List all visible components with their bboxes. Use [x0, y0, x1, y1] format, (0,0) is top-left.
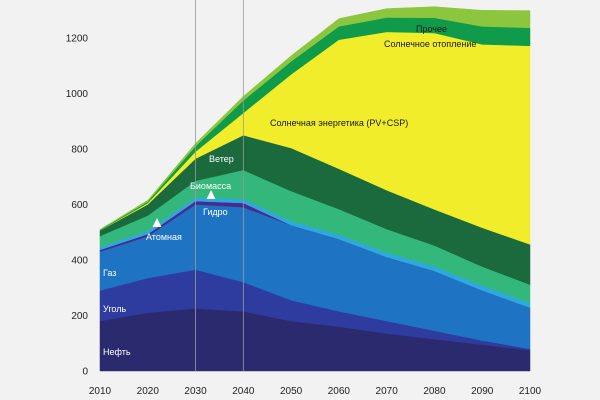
x-tick-label: 2010 — [89, 386, 112, 397]
x-tick-label: 2040 — [232, 386, 255, 397]
label-oil: Нефть — [103, 347, 131, 357]
nuclear-marker-icon — [152, 218, 162, 227]
label-biomass: Биомасса — [190, 181, 231, 191]
x-tick-label: 2020 — [137, 386, 160, 397]
label-solar-heat: Солнечное отопление — [384, 39, 476, 49]
y-tick-label: 600 — [71, 200, 88, 211]
x-tick-label: 2080 — [423, 386, 446, 397]
label-hydro: Гидро — [203, 207, 228, 217]
y-tick-label: 1200 — [66, 33, 89, 44]
x-axis-ticks: 2010 2020 2030 2040 2050 2060 2070 2080 2090 2100 — [89, 386, 542, 397]
label-gas: Газ — [103, 268, 116, 278]
x-tick-label: 2030 — [184, 386, 207, 397]
x-tick-label: 2060 — [328, 386, 351, 397]
series-labels: Нефть Уголь Газ Атомная Гидро Биомасса В… — [103, 24, 476, 357]
area-series-10 — [99, 6, 531, 231]
y-tick-label: 200 — [71, 311, 88, 322]
y-tick-label: 1000 — [66, 89, 89, 100]
grid-lines — [195, 0, 244, 371]
area-series-group — [99, 6, 531, 372]
hydro-marker-icon — [206, 190, 216, 199]
y-tick-label: 400 — [71, 255, 88, 266]
y-tick-label: 800 — [71, 144, 88, 155]
x-tick-label: 2050 — [280, 386, 303, 397]
label-coal: Уголь — [103, 304, 126, 314]
label-wind: Ветер — [209, 154, 234, 164]
y-tick-label: 0 — [82, 367, 88, 378]
x-tick-label: 2090 — [471, 386, 494, 397]
label-nuclear: Атомная — [146, 232, 182, 242]
marker-group — [152, 190, 216, 227]
label-solar: Солнечная энергетика (PV+CSP) — [270, 118, 408, 128]
label-other: Прочее — [416, 24, 447, 34]
x-tick-label: 2100 — [519, 386, 542, 397]
x-tick-label: 2070 — [376, 386, 399, 397]
y-axis-ticks: 0 200 400 600 800 1000 1200 — [66, 33, 89, 377]
